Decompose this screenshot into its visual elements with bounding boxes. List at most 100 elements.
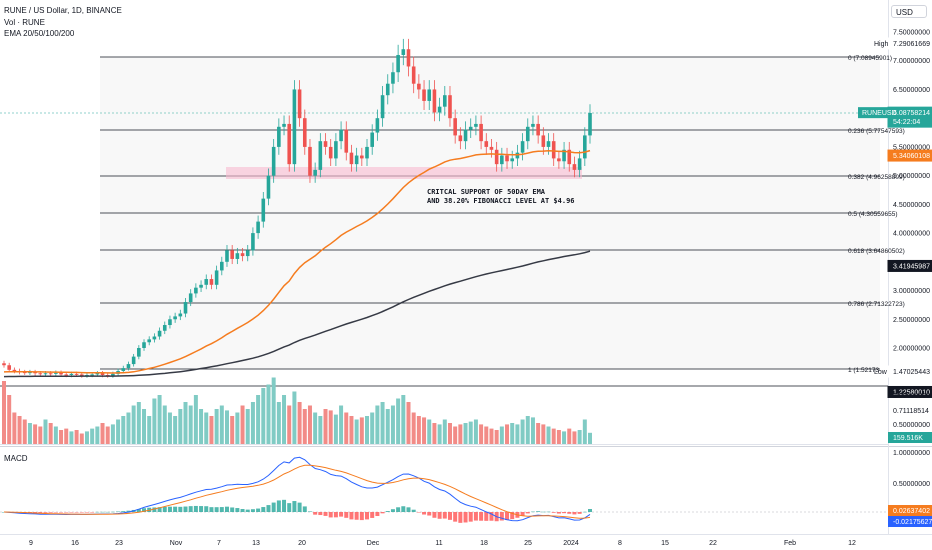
volume-bar xyxy=(59,430,64,444)
macd-histogram-bar xyxy=(385,511,390,512)
macd-histogram-bar xyxy=(204,506,209,512)
macd-histogram-bar xyxy=(541,511,546,513)
price-tick-label: 7.00000000 xyxy=(893,58,930,65)
candle-body xyxy=(500,155,504,165)
candle-body xyxy=(551,141,556,159)
candle-body xyxy=(385,83,390,96)
candle-body xyxy=(536,123,540,136)
volume-bar xyxy=(74,430,79,444)
ema-50-line xyxy=(3,149,591,374)
volume-bar xyxy=(276,402,281,444)
macd-histogram-bar xyxy=(116,511,121,512)
price-tick-label: 3.00000000 xyxy=(893,288,930,295)
macd-histogram-bar xyxy=(588,509,592,512)
price-axis: 7.50000000 7.00000000 6.50000000 5.50000000… xyxy=(858,30,932,527)
volume-bar xyxy=(183,402,188,444)
candle-body xyxy=(427,89,432,101)
volume-bar xyxy=(349,416,354,444)
macd-tag-box xyxy=(888,505,932,516)
candle-body xyxy=(432,89,437,113)
volume-bar xyxy=(479,424,484,444)
support-zone-box xyxy=(226,167,582,179)
macd-pane xyxy=(2,456,592,523)
macd-histogram-bar xyxy=(427,512,432,516)
candle-body xyxy=(292,89,297,165)
volume-bar xyxy=(473,419,478,444)
price-tag-box xyxy=(887,149,932,162)
volume-bar xyxy=(131,405,136,444)
fib-label-0-618: 0.618 (3.64860502) xyxy=(848,248,905,255)
ema-lines xyxy=(3,149,591,378)
candle-body xyxy=(266,175,271,199)
candle-body xyxy=(515,152,520,159)
price-tag-value: 5.34060108 xyxy=(893,153,930,160)
macd-histogram-bar xyxy=(380,512,385,514)
volume-bar xyxy=(541,424,546,444)
candle-body xyxy=(199,284,203,288)
candle-body xyxy=(442,95,447,107)
volume-bar xyxy=(416,416,421,444)
price-tick-label: 2.00000000 xyxy=(893,346,930,353)
candle-body xyxy=(375,118,380,133)
candle-body xyxy=(7,365,11,370)
volume-bar xyxy=(453,426,458,444)
candle-body xyxy=(334,141,338,159)
candle-body xyxy=(448,95,452,119)
macd-histogram-bar xyxy=(271,502,276,512)
candle-body xyxy=(479,123,483,142)
candle-body xyxy=(240,253,245,257)
candle-body xyxy=(111,373,115,376)
volume-bar xyxy=(536,423,541,444)
candle-body xyxy=(583,135,587,159)
volume-bar xyxy=(297,402,302,444)
volume-bars xyxy=(2,377,592,444)
volume-bar xyxy=(142,409,147,444)
candle-body xyxy=(79,374,84,376)
candle-body xyxy=(577,158,582,170)
macd-histogram-bar xyxy=(416,512,421,513)
candle-body xyxy=(406,49,411,67)
macd-histogram-bar xyxy=(79,512,84,513)
candle-body xyxy=(484,141,489,147)
candle-body xyxy=(328,146,333,159)
macd-legend: MACD xyxy=(4,454,28,463)
volume-bar xyxy=(292,391,297,444)
macd-histogram-bar xyxy=(287,503,292,512)
ema-200-line xyxy=(3,250,591,378)
time-tick-label: 18 xyxy=(480,540,488,547)
candle-body xyxy=(194,287,198,294)
time-axis: 9 16 23 Nov 7 13 20 Dec 11 18 25 2024 8 15 22 Feb 12 xyxy=(29,540,856,547)
volume-bar xyxy=(178,409,183,444)
currency-button[interactable]: USD xyxy=(891,5,927,18)
volume-bar xyxy=(110,424,115,444)
candle-body xyxy=(474,123,478,127)
candle-body xyxy=(370,132,374,147)
volume-bar xyxy=(380,402,385,444)
candle-body xyxy=(178,313,183,317)
macd-histogram-bar xyxy=(349,512,354,520)
macd-histogram-bar xyxy=(468,512,473,522)
volume-bar xyxy=(489,428,494,444)
macd-histogram-bar xyxy=(224,506,229,512)
macd-histogram-bar xyxy=(178,506,183,512)
macd-histogram-bar xyxy=(437,512,442,519)
macd-histogram-bar xyxy=(235,508,240,512)
candle-body xyxy=(510,158,515,162)
volume-tick-label: 0.50000000 xyxy=(893,422,930,429)
candle-body xyxy=(365,146,369,159)
macd-tag-box xyxy=(888,516,932,527)
macd-tag-value: 0.02637402 xyxy=(893,508,930,515)
candle-body xyxy=(43,373,48,375)
volume-bar xyxy=(22,419,27,444)
time-tick-label: 13 xyxy=(252,540,260,547)
price-tick-label: 7.50000000 xyxy=(893,30,930,37)
time-tick-label: 23 xyxy=(115,540,123,547)
candle-body xyxy=(59,372,63,375)
candle-body xyxy=(282,123,286,127)
volume-bar xyxy=(17,416,22,444)
fib-label-1: 1 (1.52173 xyxy=(848,367,879,374)
time-tick-label: Dec xyxy=(367,540,380,547)
macd-histogram-bar xyxy=(152,507,157,512)
volume-bar xyxy=(230,416,235,444)
